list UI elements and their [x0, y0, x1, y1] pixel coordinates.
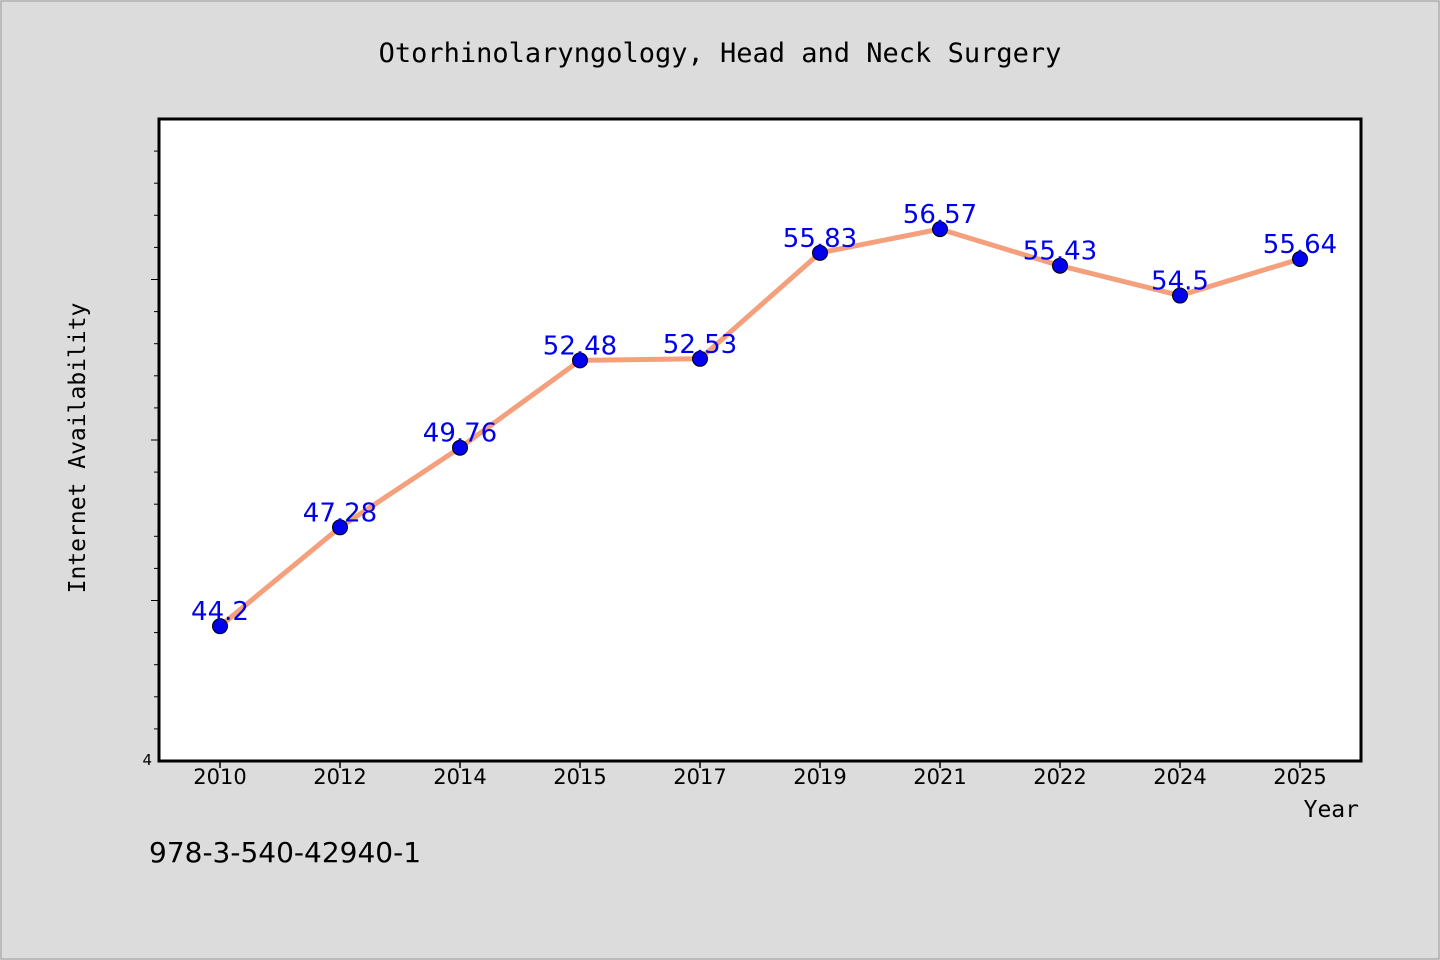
- data-point: [1292, 250, 1308, 267]
- data-label: 54.5: [1151, 267, 1209, 297]
- x-tick-label: 2015: [553, 765, 606, 789]
- x-tick-label: 2025: [1273, 765, 1326, 789]
- x-axis: 2010 2012 2014 2015 2017 2019 2021 2022 2024 2025: [193, 761, 1327, 789]
- x-tick-label: 2014: [433, 765, 486, 789]
- data-point: [1172, 287, 1188, 304]
- data-point: [932, 221, 948, 238]
- y-tick-label: 4: [142, 751, 152, 769]
- y-axis-ticks: [151, 150, 159, 730]
- x-tick-label: 2021: [913, 765, 966, 789]
- data-label: 55.43: [1023, 237, 1097, 267]
- data-point: [812, 244, 828, 261]
- data-label: 55.83: [783, 224, 857, 254]
- x-tick-label: 2017: [673, 765, 726, 789]
- series-line: [217, 226, 1303, 629]
- data-point: [332, 519, 348, 536]
- data-point: [572, 352, 588, 369]
- data-label: 52.53: [663, 330, 737, 360]
- footnote: 978-3-540-42940-1: [149, 836, 421, 869]
- x-tick-label: 2024: [1153, 765, 1206, 789]
- plot-area: [157, 117, 1363, 763]
- data-point: [1052, 257, 1068, 274]
- data-label: 44.2: [191, 597, 249, 627]
- y-axis-label: Internet Availability: [65, 303, 91, 594]
- data-label: 52.48: [543, 331, 617, 361]
- data-label: 49.76: [423, 419, 497, 449]
- data-points: [212, 221, 1308, 635]
- x-tick-label: 2022: [1033, 765, 1086, 789]
- data-label: 47.28: [303, 498, 377, 528]
- x-tick-label: 2019: [793, 765, 846, 789]
- data-label: 55.64: [1263, 230, 1337, 260]
- x-axis-label: Year: [1304, 797, 1359, 823]
- x-tick-label: 2010: [193, 765, 246, 789]
- data-point: [452, 439, 468, 456]
- data-label: 56.57: [903, 200, 977, 230]
- chart-title: Otorhinolaryngology, Head and Neck Surge…: [379, 38, 1062, 69]
- data-point: [692, 350, 708, 367]
- data-point: [212, 618, 228, 635]
- data-labels: 44.2 47.28 49.76 52.48 52.53 55.83 56.57 55.43 5…: [191, 200, 1337, 627]
- x-tick-label: 2012: [313, 765, 366, 789]
